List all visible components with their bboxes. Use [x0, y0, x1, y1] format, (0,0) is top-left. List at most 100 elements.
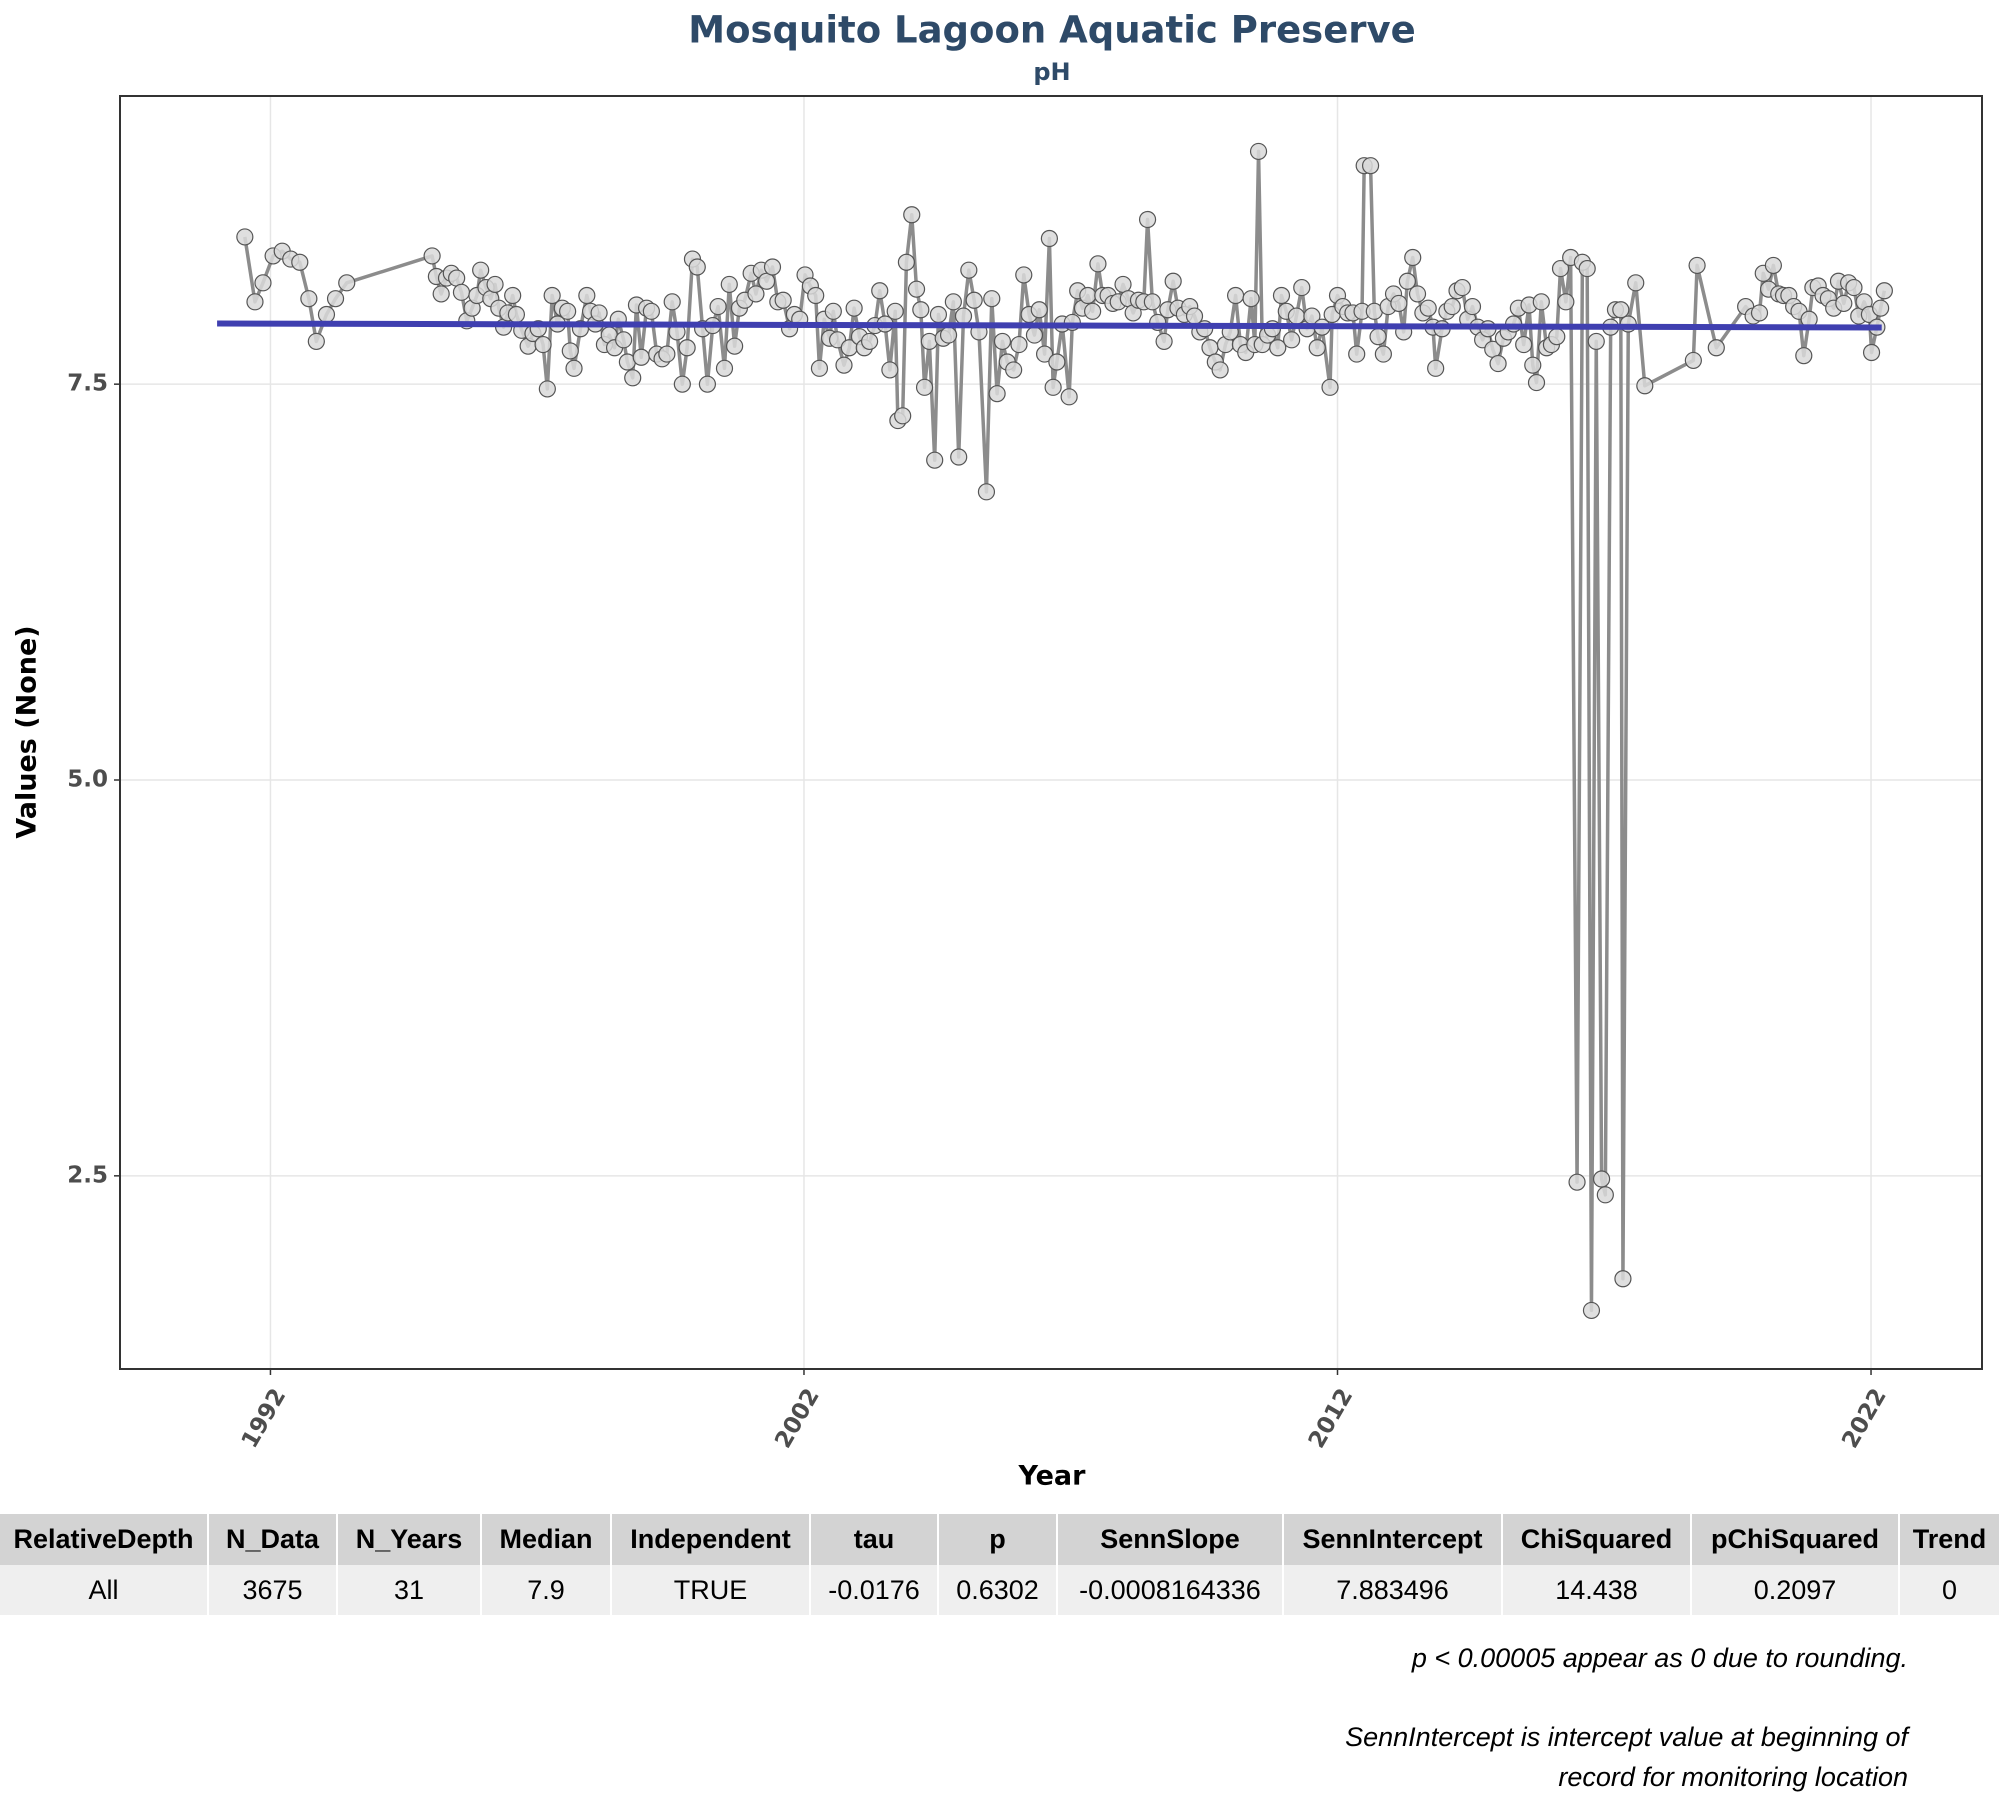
data-point [534, 335, 552, 354]
data-point [590, 304, 608, 322]
data-point [1015, 266, 1033, 284]
data-point [977, 483, 996, 501]
data-point [1524, 356, 1542, 374]
data-point [720, 275, 738, 294]
plot-border [119, 95, 1983, 1370]
data-point [950, 448, 968, 466]
data-point [423, 247, 441, 265]
data-point [338, 274, 356, 292]
data-point [432, 285, 450, 303]
column-header: N_Years [337, 1514, 482, 1565]
data-point [1040, 229, 1058, 248]
data-point [774, 291, 792, 309]
data-point [1707, 339, 1725, 357]
chart-subtitle: pH [1033, 58, 1070, 86]
data-point [1048, 353, 1066, 371]
data-point [835, 356, 853, 374]
data-point [845, 299, 863, 317]
x-tick-label: 2022 [1837, 1384, 1892, 1452]
data-point [871, 282, 889, 300]
data-point [317, 305, 336, 324]
table-cell: 3675 [208, 1565, 338, 1615]
data-point [559, 302, 577, 320]
data-point [861, 332, 879, 351]
data-point [1272, 286, 1291, 305]
data-point [926, 451, 944, 469]
data-point [1427, 359, 1445, 377]
table-cell: 0.6302 [938, 1565, 1058, 1615]
data-point [1419, 299, 1437, 317]
data-point [615, 331, 633, 349]
data-point [1398, 272, 1416, 290]
data-point [1568, 1173, 1586, 1191]
data-point [1390, 294, 1408, 313]
data-point [307, 332, 325, 351]
column-header: Median [481, 1514, 612, 1565]
data-point [1614, 1270, 1632, 1288]
data-point [561, 342, 579, 360]
data-point [1587, 332, 1605, 351]
data-point [1872, 299, 1890, 317]
data-point [1010, 335, 1028, 354]
data-point [246, 293, 264, 311]
data-point [1627, 274, 1645, 292]
data-point [1138, 210, 1157, 229]
data-point [565, 359, 583, 377]
data-point [1060, 388, 1078, 406]
data-point [1242, 290, 1260, 308]
data-point [1211, 361, 1229, 379]
data-point [632, 348, 650, 366]
data-point [1089, 255, 1107, 273]
data-point [1515, 335, 1533, 354]
y-tick-label: 2.5 [67, 1162, 108, 1188]
column-header: N_Data [208, 1514, 338, 1565]
table-cell: 0.2097 [1691, 1565, 1900, 1615]
column-header: p [938, 1514, 1058, 1565]
data-point [983, 290, 1001, 308]
note: p < 0.00005 appear as 0 due to rounding. [1411, 1643, 1908, 1673]
data-point [894, 407, 912, 425]
data-point [1155, 332, 1173, 351]
data-point [1795, 347, 1813, 365]
table-row: All 3675 31 7.9 TRUE -0.0176 0.6302 -0.00081643… [0, 1565, 2000, 1615]
data-point [897, 253, 916, 271]
data-point [1293, 278, 1311, 297]
data-point [1764, 256, 1782, 275]
data-point [881, 361, 899, 379]
table-cell: 7.883496 [1283, 1565, 1503, 1615]
data-point [1249, 142, 1268, 161]
data-point [673, 375, 691, 393]
trend-line [217, 320, 1882, 331]
data-point [1596, 1186, 1614, 1204]
data-point [658, 345, 676, 363]
data-point [1582, 1301, 1601, 1320]
data-point [1269, 339, 1287, 357]
data-point [944, 293, 962, 311]
data-point [663, 293, 681, 311]
x-tick-label: 2002 [770, 1384, 825, 1452]
data-point [1079, 286, 1097, 305]
data-point [828, 331, 847, 349]
table-cell: 7.9 [481, 1565, 612, 1615]
data-point [1084, 302, 1102, 320]
column-header: pChiSquared [1691, 1514, 1900, 1565]
data-point [1226, 286, 1245, 305]
data-point [1835, 294, 1853, 313]
data-point [1044, 378, 1062, 396]
x-tick-label: 1992 [237, 1384, 292, 1452]
data-point [993, 332, 1012, 351]
data-point [807, 286, 825, 305]
chart: Mosquito Lagoon Aquatic Preserve pH Year… [12, 9, 1983, 1492]
data-point [688, 258, 706, 276]
data-point [1592, 1170, 1611, 1188]
data-point [1287, 307, 1306, 325]
column-header: RelativeDepth [0, 1514, 209, 1565]
column-header: ChiSquared [1502, 1514, 1692, 1565]
chart-title: Mosquito Lagoon Aquatic Preserve [688, 9, 1416, 52]
data-point [1688, 256, 1706, 275]
data-point [507, 305, 526, 324]
data-point [291, 253, 309, 271]
table-cell: All [0, 1565, 209, 1615]
data-point [1636, 377, 1654, 395]
